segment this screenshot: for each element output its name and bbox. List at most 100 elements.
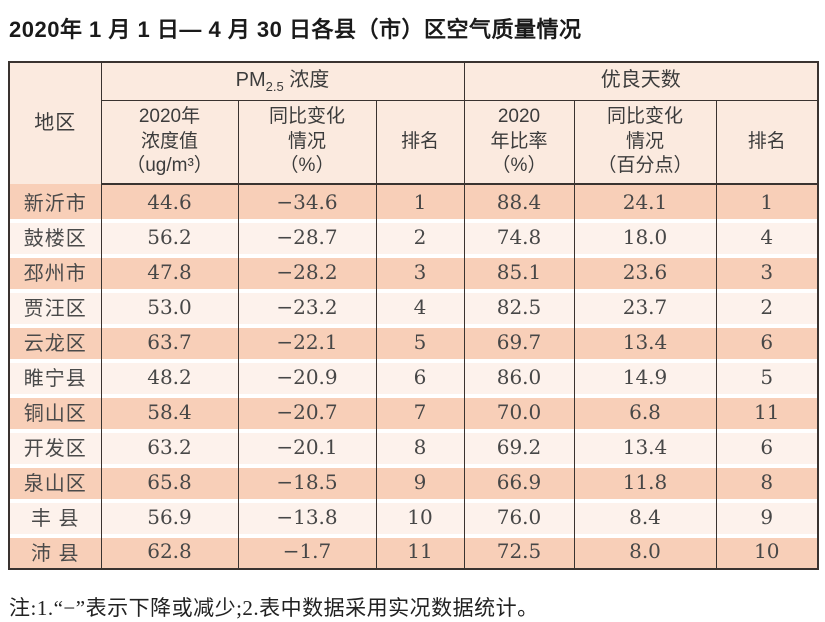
cell-good-rank: 3 [715,254,819,289]
cell-pm-change: −18.5 [237,464,376,499]
cell-pm-rank: 7 [375,394,464,429]
header-pm-rank: 排名 [375,100,464,185]
header-pm-value: 2020年 浓度值 （ug/m³） [100,100,238,185]
cell-good-rate: 70.0 [463,394,574,429]
cell-pm-rank: 10 [375,499,464,534]
header-region: 地区 [9,62,101,184]
header-group-row: 地区 PM2.5 浓度 优良天数 [9,62,819,184]
cell-region: 铜山区 [9,394,101,429]
cell-good-change: 18.0 [573,219,716,254]
cell-good-rank: 11 [715,394,819,429]
cell-pm-rank: 5 [375,324,464,359]
cell-good-rank: 2 [715,289,819,324]
cell-region: 泉山区 [9,464,101,499]
cell-good-change: 24.1 [573,184,716,219]
header-pm25-group: PM2.5 浓度 [100,62,464,101]
table-row: 开发区 63.2 −20.1 8 69.2 13.4 6 [9,429,819,464]
cell-good-rank: 10 [715,534,819,569]
cell-region: 贾汪区 [9,289,101,324]
cell-pm-value: 58.4 [100,394,238,429]
cell-good-change: 8.4 [573,499,716,534]
cell-pm-value: 63.7 [100,324,238,359]
header-good-change: 同比变化 情况 （百分点） [573,100,716,185]
cell-good-rate: 85.1 [463,254,574,289]
cell-region: 开发区 [9,429,101,464]
cell-pm-value: 47.8 [100,254,238,289]
cell-pm-change: −34.6 [237,184,376,219]
cell-pm-change: −13.8 [237,499,376,534]
cell-good-rate: 76.0 [463,499,574,534]
table-row: 睢宁县 48.2 −20.9 6 86.0 14.9 5 [9,359,819,394]
cell-pm-value: 44.6 [100,184,238,219]
cell-good-rate: 88.4 [463,184,574,219]
cell-good-change: 23.6 [573,254,716,289]
cell-good-rank: 5 [715,359,819,394]
cell-good-change: 8.0 [573,534,716,569]
table-row: 邳州市 47.8 −28.2 3 85.1 23.6 3 [9,254,819,289]
cell-pm-rank: 1 [375,184,464,219]
cell-region: 云龙区 [9,324,101,359]
cell-pm-change: −28.2 [237,254,376,289]
cell-good-change: 23.7 [573,289,716,324]
table-row: 泉山区 65.8 −18.5 9 66.9 11.8 8 [9,464,819,499]
header-good-rate: 2020 年比率 （%） [463,100,574,185]
header-good-days-group: 优良天数 [463,62,819,101]
cell-good-rate: 66.9 [463,464,574,499]
cell-pm-rank: 2 [375,219,464,254]
cell-pm-change: −1.7 [237,534,376,569]
cell-region: 鼓楼区 [9,219,101,254]
cell-pm-value: 65.8 [100,464,238,499]
cell-good-change: 14.9 [573,359,716,394]
cell-good-change: 13.4 [573,429,716,464]
cell-pm-change: −20.7 [237,394,376,429]
cell-good-rate: 69.7 [463,324,574,359]
cell-pm-change: −20.1 [237,429,376,464]
cell-good-rate: 74.8 [463,219,574,254]
cell-pm-value: 53.0 [100,289,238,324]
cell-good-rank: 1 [715,184,819,219]
cell-pm-rank: 6 [375,359,464,394]
cell-region: 丰 县 [9,499,101,534]
cell-pm-change: −20.9 [237,359,376,394]
cell-good-rate: 69.2 [463,429,574,464]
header-sub-row: 2020年 浓度值 （ug/m³） 同比变化 情况 （%） 排名 2020 年比… [9,100,819,185]
cell-good-rank: 9 [715,499,819,534]
table-row: 丰 县 56.9 −13.8 10 76.0 8.4 9 [9,499,819,534]
cell-pm-rank: 8 [375,429,464,464]
cell-pm-change: −23.2 [237,289,376,324]
pm25-subscript: 2.5 [265,79,284,95]
pm25-label: PM [235,69,266,92]
header-good-rank: 排名 [715,100,819,185]
table-header: 地区 PM2.5 浓度 优良天数 2020年 浓度值 （ug/m³） 同比变化 … [9,62,819,185]
table-row: 新沂市 44.6 −34.6 1 88.4 24.1 1 [9,184,819,219]
table-row: 沛 县 62.8 −1.7 11 72.5 8.0 10 [9,534,819,569]
page-title: 2020年 1 月 1 日— 4 月 30 日各县（市）区空气质量情况 [9,17,582,42]
cell-good-rank: 6 [715,324,819,359]
cell-region: 睢宁县 [9,359,101,394]
cell-pm-rank: 4 [375,289,464,324]
cell-pm-value: 62.8 [100,534,238,569]
cell-good-rate: 72.5 [463,534,574,569]
cell-region: 新沂市 [9,184,101,219]
cell-pm-value: 48.2 [100,359,238,394]
cell-good-rate: 86.0 [463,359,574,394]
cell-good-change: 11.8 [573,464,716,499]
cell-pm-value: 56.9 [100,499,238,534]
cell-good-change: 13.4 [573,324,716,359]
cell-good-change: 6.8 [573,394,716,429]
cell-good-rank: 8 [715,464,819,499]
cell-good-rank: 4 [715,219,819,254]
cell-pm-rank: 3 [375,254,464,289]
cell-pm-change: −22.1 [237,324,376,359]
table-row: 云龙区 63.7 −22.1 5 69.7 13.4 6 [9,324,819,359]
cell-pm-value: 56.2 [100,219,238,254]
cell-pm-value: 63.2 [100,429,238,464]
table-row: 鼓楼区 56.2 −28.7 2 74.8 18.0 4 [9,219,819,254]
header-pm-change: 同比变化 情况 （%） [237,100,376,185]
pm25-suffix: 浓度 [283,69,330,92]
cell-region: 邳州市 [9,254,101,289]
cell-good-rank: 6 [715,429,819,464]
footnote: 注:1.“−”表示下降或减少;2.表中数据采用实况数据统计。 [9,596,539,620]
cell-pm-change: −28.7 [237,219,376,254]
